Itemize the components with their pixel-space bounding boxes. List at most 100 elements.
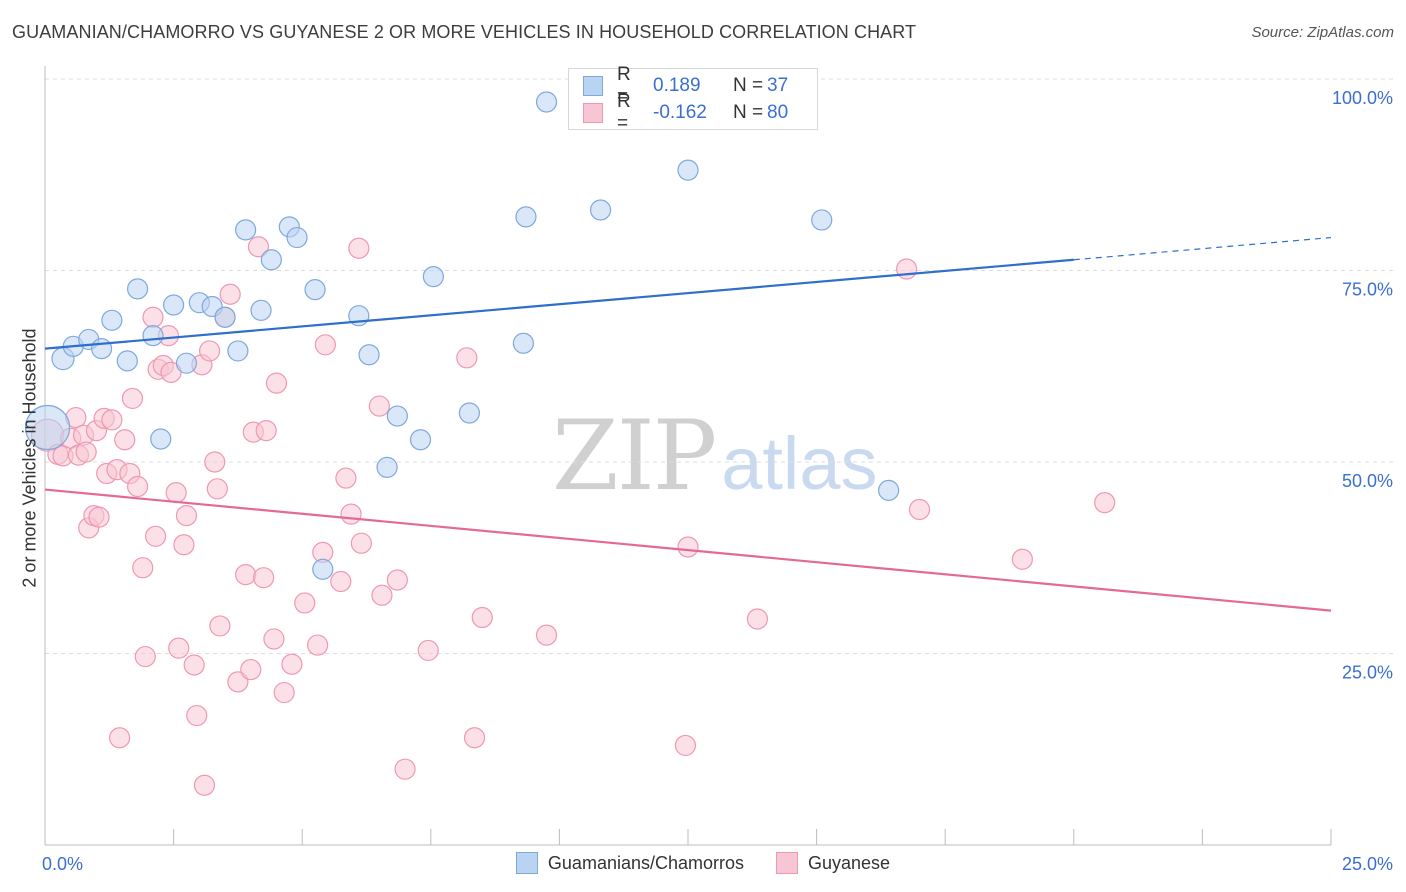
legend-swatch-blue bbox=[515, 852, 538, 874]
data-point-pink bbox=[386, 569, 408, 591]
data-point-pink bbox=[219, 283, 241, 305]
legend-item-guyanese[interactable]: Guyanese bbox=[776, 852, 890, 874]
trend-line-extension-blue bbox=[1073, 236, 1332, 261]
legend-swatch-pink bbox=[583, 103, 603, 123]
data-point-pink bbox=[1094, 491, 1116, 514]
legend-r-value: 0.189 bbox=[653, 75, 701, 96]
trend-line-pink bbox=[44, 488, 1332, 612]
data-point-blue bbox=[235, 219, 257, 241]
data-point-pink bbox=[273, 681, 295, 704]
data-point-pink bbox=[677, 536, 699, 558]
data-point-blue bbox=[227, 340, 249, 362]
watermark: ZIPatlas bbox=[552, 400, 878, 512]
legend-row-guyanese: R = -0.162 N = 80 bbox=[583, 91, 789, 134]
data-point-pink bbox=[168, 637, 190, 659]
data-point-blue bbox=[515, 206, 537, 228]
y-tick-label: 50.0% bbox=[1342, 471, 1393, 491]
data-point-pink bbox=[227, 671, 249, 693]
data-point-pink bbox=[456, 347, 478, 369]
data-point-pink bbox=[417, 639, 439, 662]
data-point-pink bbox=[330, 570, 352, 593]
source-label: Source: ZipAtlas.com bbox=[1251, 24, 1394, 41]
data-point-pink bbox=[348, 237, 370, 259]
data-point-pink bbox=[88, 506, 110, 528]
data-point-pink bbox=[175, 505, 198, 527]
data-point-pink bbox=[896, 258, 918, 280]
data-point-blue bbox=[304, 279, 326, 301]
data-point-blue bbox=[90, 338, 113, 360]
data-point-blue bbox=[250, 299, 272, 321]
x-tick-label: 25.0% bbox=[1342, 854, 1393, 874]
data-point-pink bbox=[335, 467, 357, 489]
data-point-blue bbox=[175, 352, 198, 374]
data-point-pink bbox=[206, 478, 228, 500]
data-point-pink bbox=[265, 372, 288, 394]
data-point-blue bbox=[126, 278, 149, 300]
data-point-blue bbox=[409, 429, 432, 451]
data-point-pink bbox=[183, 654, 205, 676]
legend-row-guamanian: R = 0.189 N = 37 bbox=[583, 64, 789, 107]
data-point-pink bbox=[209, 615, 231, 637]
data-point-pink bbox=[121, 387, 144, 410]
legend-swatch-pink bbox=[776, 852, 799, 874]
legend-item-label: Guyanese bbox=[808, 852, 891, 873]
data-point-pink bbox=[134, 645, 156, 668]
data-point-pink bbox=[263, 628, 285, 650]
data-point-pink bbox=[235, 564, 257, 586]
data-point-pink bbox=[471, 606, 493, 629]
data-point-pink bbox=[294, 592, 316, 614]
stats-legend: R = 0.189 N = 37 R = -0.162 N = 80 bbox=[568, 64, 818, 134]
data-point-pink bbox=[368, 395, 390, 417]
chart-title: GUAMANIAN/CHAMORRO VS GUYANESE 2 OR MORE… bbox=[12, 22, 917, 42]
legend-n-label: N = bbox=[733, 102, 764, 123]
data-point-blue bbox=[376, 456, 398, 478]
data-point-pink bbox=[350, 532, 372, 554]
data-point-pink bbox=[371, 584, 393, 606]
data-point-blue bbox=[386, 405, 408, 427]
data-point-pink bbox=[165, 482, 187, 504]
data-point-pink bbox=[535, 624, 558, 646]
trend-line-blue bbox=[44, 258, 1074, 350]
data-point-pink bbox=[314, 334, 336, 356]
legend-n-label: N = bbox=[733, 75, 764, 96]
y-tick-label: 75.0% bbox=[1342, 280, 1393, 300]
data-point-pink bbox=[186, 704, 208, 727]
data-point-pink bbox=[394, 758, 416, 780]
data-point-pink bbox=[193, 774, 216, 796]
data-point-pink bbox=[253, 567, 275, 589]
data-point-pink bbox=[160, 361, 182, 383]
data-point-blue bbox=[358, 344, 380, 366]
data-point-blue bbox=[589, 199, 612, 221]
data-point-pink bbox=[114, 429, 136, 451]
legend-n-value: 37 bbox=[767, 75, 789, 96]
legend-n-value: 80 bbox=[767, 102, 789, 123]
data-point-pink bbox=[126, 475, 149, 498]
data-point-blue bbox=[422, 266, 444, 288]
data-point-pink bbox=[674, 734, 697, 757]
data-point-pink bbox=[204, 451, 226, 473]
legend-item-label: Guamanians/Chamorros bbox=[547, 852, 745, 873]
data-point-pink bbox=[281, 653, 303, 675]
data-point-pink bbox=[746, 608, 769, 630]
data-point-blue bbox=[512, 332, 534, 354]
data-point-pink bbox=[199, 340, 221, 362]
legend-r-label: R = bbox=[617, 64, 631, 107]
data-point-blue bbox=[677, 159, 699, 181]
legend-item-guamanians[interactable]: Guamanians/Chamorros bbox=[515, 852, 745, 874]
data-point-pink bbox=[132, 557, 154, 579]
watermark-atlas: atlas bbox=[721, 422, 878, 505]
data-point-blue bbox=[116, 350, 138, 372]
data-point-pink bbox=[307, 634, 329, 656]
data-point-pink bbox=[240, 658, 262, 681]
data-point-blue bbox=[811, 209, 833, 231]
data-point-blue bbox=[260, 249, 282, 271]
data-point-pink bbox=[908, 498, 931, 521]
data-point-pink bbox=[255, 419, 277, 442]
data-point-pink bbox=[247, 236, 270, 258]
data-point-blue bbox=[214, 306, 236, 328]
data-point-blue bbox=[101, 309, 123, 331]
data-point-pink bbox=[144, 525, 167, 547]
legend-swatch-blue bbox=[583, 76, 603, 96]
data-point-blue bbox=[150, 428, 172, 450]
